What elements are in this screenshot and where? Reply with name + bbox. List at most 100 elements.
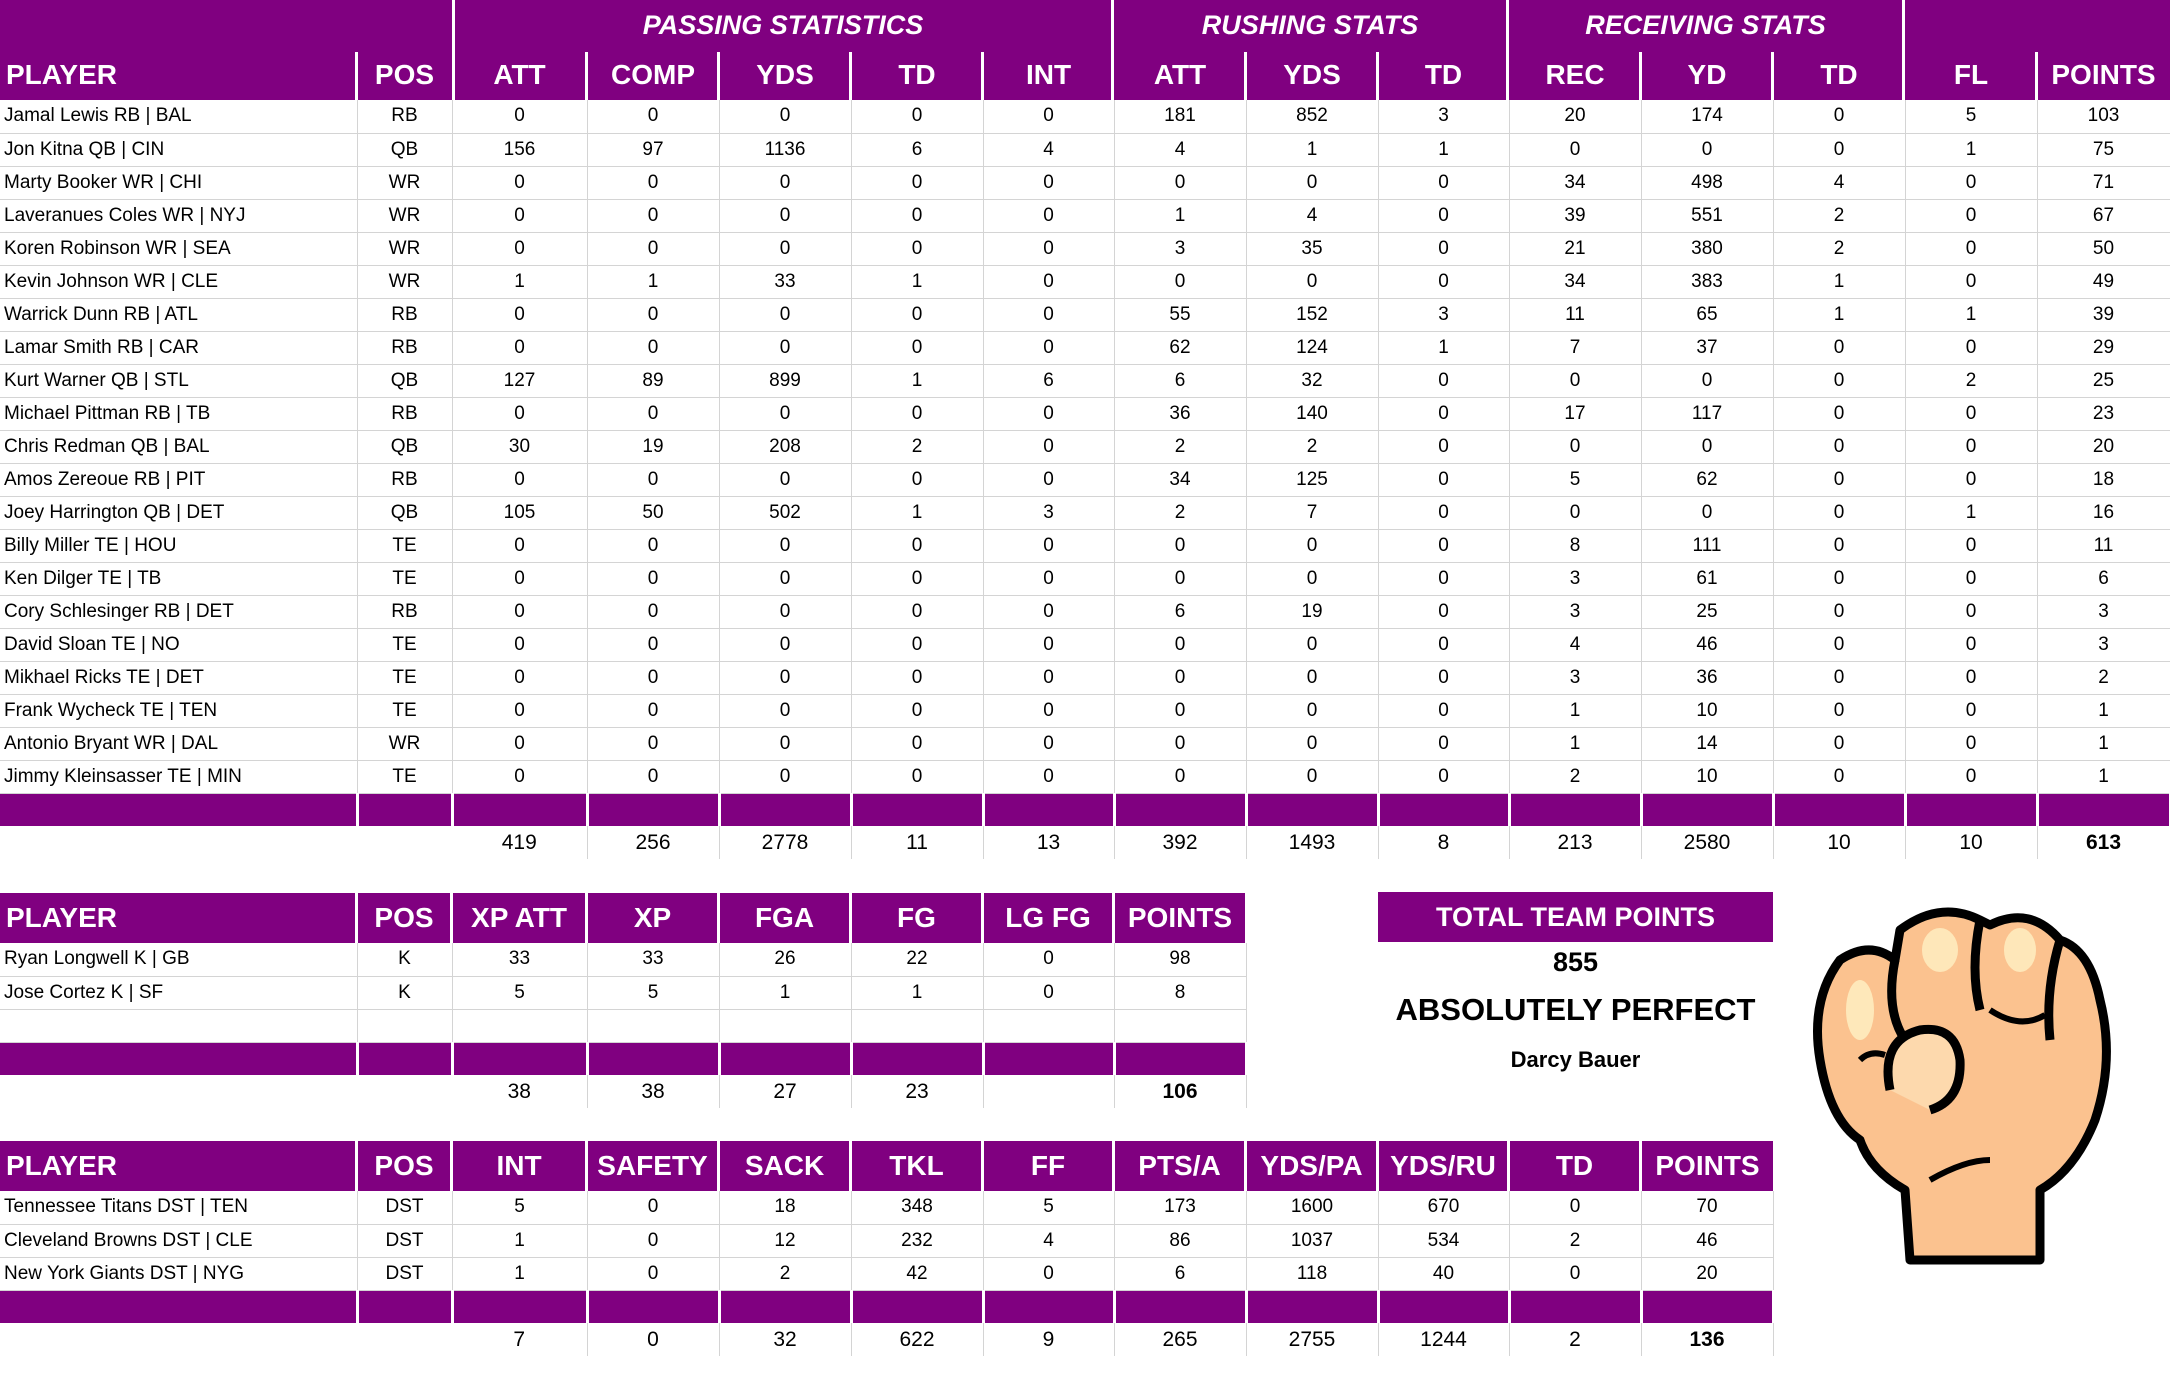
stat-cell[interactable]: 0 <box>587 1191 720 1225</box>
position-cell[interactable]: DST <box>357 1191 453 1225</box>
stat-cell[interactable]: 118 <box>1246 1257 1379 1291</box>
stat-cell[interactable]: 0 <box>1378 529 1510 563</box>
stat-cell[interactable]: 10 <box>1641 694 1774 728</box>
col-header-rush-yds[interactable]: YDS <box>1246 50 1378 100</box>
stat-cell[interactable]: 0 <box>1773 496 1906 530</box>
stat-cell[interactable]: 0 <box>1378 661 1510 695</box>
kicker-col-header-fg[interactable]: FG <box>852 893 981 943</box>
stat-cell[interactable]: 1 <box>1905 496 2038 530</box>
player-name-cell[interactable] <box>0 1009 358 1043</box>
stat-cell[interactable]: 33 <box>719 265 852 299</box>
stat-cell[interactable]: 2 <box>1114 496 1247 530</box>
stat-cell[interactable]: 0 <box>1509 133 1642 167</box>
col-header-points[interactable]: POINTS <box>2037 50 2170 100</box>
col-header-pass-yds[interactable]: YDS <box>719 50 851 100</box>
stat-cell[interactable]: 0 <box>1905 661 2038 695</box>
stat-cell[interactable]: 1 <box>1773 298 1906 332</box>
stat-cell[interactable]: 0 <box>851 331 984 365</box>
stat-cell[interactable]: 0 <box>983 529 1115 563</box>
stat-cell[interactable]: 0 <box>983 430 1115 464</box>
stat-cell[interactable]: 29 <box>2037 331 2170 365</box>
stat-cell[interactable]: 2 <box>1246 430 1379 464</box>
player-row[interactable]: Amos Zereoue RB | PIT RB 0 0 0 0 0 34 125 0 5 62 0 0 1… <box>0 463 2170 497</box>
stat-cell[interactable]: 0 <box>1378 595 1510 629</box>
stat-cell[interactable]: 1 <box>2037 760 2170 794</box>
col-header-rec[interactable]: REC <box>1509 50 1641 100</box>
stat-cell[interactable]: 61 <box>1641 562 1774 596</box>
stat-cell[interactable]: 55 <box>1114 298 1247 332</box>
stat-cell[interactable]: 0 <box>1509 364 1642 398</box>
stat-cell[interactable]: 67 <box>2037 199 2170 233</box>
position-cell[interactable]: RB <box>357 331 453 365</box>
stat-cell[interactable]: 5 <box>452 976 588 1010</box>
stat-cell[interactable]: 0 <box>1773 661 1906 695</box>
position-cell[interactable]: K <box>357 976 453 1010</box>
stat-cell[interactable]: 20 <box>1509 100 1642 134</box>
stat-cell[interactable]: 75 <box>2037 133 2170 167</box>
position-cell[interactable]: DST <box>357 1257 453 1291</box>
stat-cell[interactable]: 0 <box>1246 760 1379 794</box>
player-row[interactable]: Kevin Johnson WR | CLE WR 1 1 33 1 0 0 0 0 34 383 1 0… <box>0 265 2170 299</box>
stat-cell[interactable]: 6 <box>2037 562 2170 596</box>
stat-cell[interactable]: 0 <box>1905 628 2038 662</box>
stat-cell[interactable]: 5 <box>452 1191 588 1225</box>
position-cell[interactable]: TE <box>357 529 453 563</box>
stat-cell[interactable]: 65 <box>1641 298 1774 332</box>
stat-cell[interactable]: 3 <box>1509 661 1642 695</box>
stat-cell[interactable]: 36 <box>1641 661 1774 695</box>
stat-cell[interactable]: 4 <box>1246 199 1379 233</box>
defense-row[interactable]: Cleveland Browns DST | CLE DST 1 0 12 232 4 86 1… <box>0 1224 1774 1258</box>
stat-cell[interactable]: 0 <box>851 595 984 629</box>
stat-cell[interactable]: 0 <box>452 166 588 200</box>
col-header-rush-td[interactable]: TD <box>1378 50 1509 100</box>
stat-cell[interactable]: 3 <box>2037 595 2170 629</box>
player-name-cell[interactable]: Warrick Dunn RB | ATL <box>0 298 358 332</box>
player-row[interactable]: Laveranues Coles WR | NYJ WR 0 0 0 0 0 1 4 0 39 551… <box>0 199 2170 233</box>
stat-cell[interactable]: 40 <box>1378 1257 1510 1291</box>
stat-cell[interactable]: 0 <box>452 463 588 497</box>
stat-cell[interactable]: 26 <box>719 943 852 977</box>
position-cell[interactable]: QB <box>357 364 453 398</box>
position-cell[interactable]: RB <box>357 100 453 134</box>
stat-cell[interactable]: 0 <box>1773 727 1906 761</box>
stat-cell[interactable]: 0 <box>983 298 1115 332</box>
stat-cell[interactable]: 1 <box>851 265 984 299</box>
kicker-col-header-xp-att[interactable]: XP ATT <box>453 893 585 943</box>
position-cell[interactable]: WR <box>357 265 453 299</box>
stat-cell[interactable]: 1 <box>719 976 852 1010</box>
stat-cell[interactable]: 50 <box>2037 232 2170 266</box>
stat-cell[interactable]: 232 <box>851 1224 984 1258</box>
stat-cell[interactable]: 0 <box>983 166 1115 200</box>
position-cell[interactable]: TE <box>357 562 453 596</box>
col-header-pass-td[interactable]: TD <box>851 50 983 100</box>
stat-cell[interactable]: 49 <box>2037 265 2170 299</box>
stat-cell[interactable]: 0 <box>1246 529 1379 563</box>
stat-cell[interactable]: 19 <box>587 430 720 464</box>
stat-cell[interactable]: 852 <box>1246 100 1379 134</box>
player-name-cell[interactable]: Laveranues Coles WR | NYJ <box>0 199 358 233</box>
player-row[interactable]: Ken Dilger TE | TB TE 0 0 0 0 0 0 0 0 3 61 0 0 6 <box>0 562 2170 596</box>
position-cell[interactable]: DST <box>357 1224 453 1258</box>
stat-cell[interactable]: 0 <box>719 166 852 200</box>
stat-cell[interactable]: 46 <box>1641 628 1774 662</box>
stat-cell[interactable]: 18 <box>719 1191 852 1225</box>
stat-cell[interactable]: 0 <box>1246 661 1379 695</box>
stat-cell[interactable]: 14 <box>1641 727 1774 761</box>
player-name-cell[interactable]: Tennessee Titans DST | TEN <box>0 1191 358 1225</box>
stat-cell[interactable]: 4 <box>983 133 1115 167</box>
stat-cell[interactable]: 0 <box>851 694 984 728</box>
position-cell[interactable]: TE <box>357 694 453 728</box>
stat-cell[interactable]: 0 <box>587 661 720 695</box>
player-name-cell[interactable]: Kurt Warner QB | STL <box>0 364 358 398</box>
stat-cell[interactable]: 1 <box>1773 265 1906 299</box>
player-name-cell[interactable]: Jamal Lewis RB | BAL <box>0 100 358 134</box>
stat-cell[interactable]: 8 <box>1509 529 1642 563</box>
stat-cell[interactable]: 0 <box>452 331 588 365</box>
stat-cell[interactable]: 383 <box>1641 265 1774 299</box>
stat-cell[interactable]: 62 <box>1114 331 1247 365</box>
player-name-cell[interactable]: Michael Pittman RB | TB <box>0 397 358 431</box>
player-name-cell[interactable]: New York Giants DST | NYG <box>0 1257 358 1291</box>
player-name-cell[interactable]: Lamar Smith RB | CAR <box>0 331 358 365</box>
stat-cell[interactable]: 0 <box>1378 628 1510 662</box>
player-row[interactable]: Marty Booker WR | CHI WR 0 0 0 0 0 0 0 0 34 498 4 0 71 <box>0 166 2170 200</box>
